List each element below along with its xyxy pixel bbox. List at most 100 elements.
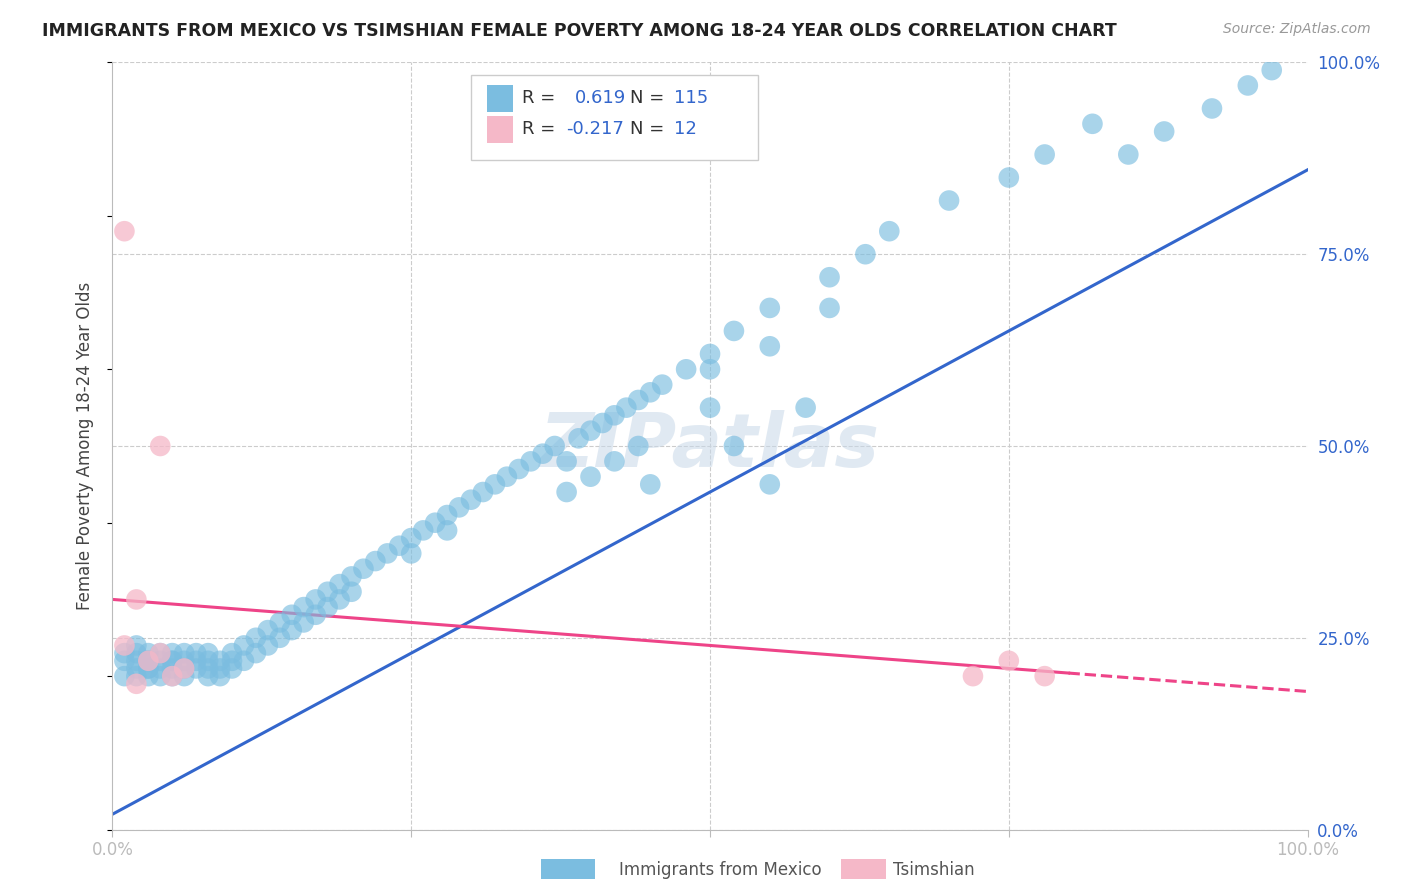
Point <box>759 339 782 353</box>
Point <box>209 669 232 683</box>
Point <box>173 654 195 668</box>
Point <box>699 401 721 415</box>
Point <box>879 224 901 238</box>
Point <box>436 508 458 522</box>
Point <box>125 654 148 668</box>
Point <box>114 646 135 660</box>
Text: N =: N = <box>630 89 669 108</box>
Point <box>568 431 591 445</box>
Text: -0.217: -0.217 <box>567 120 624 138</box>
Point <box>555 454 578 468</box>
Point <box>245 646 267 660</box>
Point <box>543 439 565 453</box>
Point <box>125 592 148 607</box>
Point <box>316 600 339 615</box>
Point <box>723 324 745 338</box>
Point <box>173 669 195 683</box>
Point <box>257 639 280 653</box>
Point <box>316 584 339 599</box>
Point <box>472 485 495 500</box>
Point <box>579 469 602 483</box>
Point <box>305 592 328 607</box>
Point <box>603 409 626 423</box>
Point <box>484 477 506 491</box>
Point <box>962 669 984 683</box>
Point <box>640 477 662 491</box>
Point <box>281 623 304 637</box>
Text: N =: N = <box>630 120 669 138</box>
Point <box>197 661 219 675</box>
Point <box>149 646 172 660</box>
Point <box>555 485 578 500</box>
Point <box>125 646 148 660</box>
Point <box>675 362 697 376</box>
Point <box>640 385 662 400</box>
Point <box>138 654 160 668</box>
Point <box>197 669 219 683</box>
Text: Immigrants from Mexico: Immigrants from Mexico <box>619 861 821 879</box>
Point <box>149 646 172 660</box>
Point <box>425 516 447 530</box>
Point <box>699 347 721 361</box>
Point <box>138 669 160 683</box>
Text: R =: R = <box>523 89 561 108</box>
Point <box>305 607 328 622</box>
FancyBboxPatch shape <box>471 76 758 160</box>
Point <box>855 247 877 261</box>
Point <box>401 531 423 545</box>
Point <box>1237 78 1260 93</box>
Point <box>592 416 614 430</box>
Point <box>138 654 160 668</box>
Text: 12: 12 <box>675 120 697 138</box>
Point <box>579 424 602 438</box>
Point <box>233 639 256 653</box>
Point <box>627 439 650 453</box>
Point <box>412 524 434 538</box>
Point <box>723 439 745 453</box>
Point <box>149 654 172 668</box>
Point <box>616 401 638 415</box>
Point <box>269 615 291 630</box>
Point <box>759 301 782 315</box>
Point <box>149 669 172 683</box>
Point <box>173 646 195 660</box>
Point <box>520 454 543 468</box>
Point <box>1081 117 1104 131</box>
Text: R =: R = <box>523 120 561 138</box>
Point <box>162 669 183 683</box>
Point <box>149 661 172 675</box>
Point <box>1033 147 1056 161</box>
Point <box>209 661 232 675</box>
Point <box>627 392 650 407</box>
Point <box>162 661 183 675</box>
Point <box>388 539 411 553</box>
Point <box>998 654 1021 668</box>
Point <box>818 301 841 315</box>
Text: IMMIGRANTS FROM MEXICO VS TSIMSHIAN FEMALE POVERTY AMONG 18-24 YEAR OLDS CORRELA: IMMIGRANTS FROM MEXICO VS TSIMSHIAN FEMA… <box>42 22 1116 40</box>
Text: 0.619: 0.619 <box>575 89 626 108</box>
Text: Tsimshian: Tsimshian <box>893 861 974 879</box>
Point <box>759 477 782 491</box>
Point <box>1261 63 1284 78</box>
Point <box>233 654 256 668</box>
Point <box>209 654 232 668</box>
Point <box>269 631 291 645</box>
Point <box>221 661 243 675</box>
Text: 115: 115 <box>675 89 709 108</box>
Point <box>162 646 183 660</box>
Point <box>186 654 208 668</box>
Point <box>508 462 530 476</box>
Point <box>197 646 219 660</box>
Text: Source: ZipAtlas.com: Source: ZipAtlas.com <box>1223 22 1371 37</box>
Point <box>173 661 195 675</box>
Point <box>377 546 399 560</box>
Point <box>699 362 721 376</box>
Point <box>125 661 148 675</box>
Point <box>352 562 374 576</box>
Point <box>329 577 352 591</box>
Point <box>197 654 219 668</box>
Point <box>114 654 135 668</box>
Point <box>460 492 482 507</box>
Point <box>162 654 183 668</box>
Point <box>436 524 458 538</box>
